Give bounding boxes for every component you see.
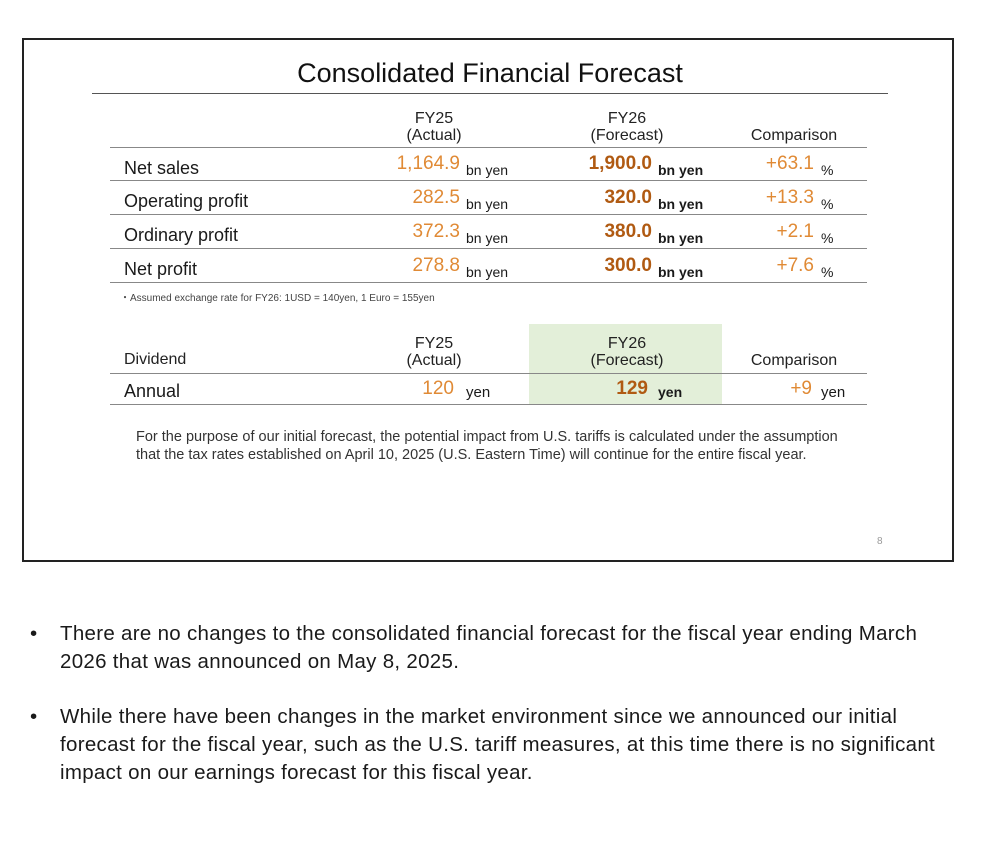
slide: Consolidated Financial Forecast FY25 (Ac… xyxy=(22,38,954,562)
net-profit-fy26-unit: bn yen xyxy=(658,264,704,280)
row-label-operating-profit: Operating profit xyxy=(124,191,249,211)
ordinary-profit-fy26: 380.0 xyxy=(604,221,652,242)
ordinary-profit-fy26-unit: bn yen xyxy=(658,230,704,246)
net-profit-comparison-unit: % xyxy=(821,264,834,280)
net-profit-comparison: +7.6 xyxy=(776,255,814,276)
ordinary-profit-fy25-unit: bn yen xyxy=(466,230,509,246)
table-rule xyxy=(110,180,867,181)
table-rule xyxy=(110,214,867,215)
dividend-header-fy25: FY25 (Actual) xyxy=(406,335,462,369)
annual-comparison-unit: yen xyxy=(821,384,846,401)
annual-fy25-unit: yen xyxy=(466,384,491,401)
list-item: • There are no changes to the consolidat… xyxy=(30,622,918,673)
annual-fy26-unit: yen xyxy=(658,384,683,400)
ordinary-profit-comparison: +2.1 xyxy=(776,221,814,242)
bullet-list: • There are no changes to the consolidat… xyxy=(30,620,960,814)
operating-profit-comparison: +13.3 xyxy=(765,187,814,208)
table-rule xyxy=(110,147,867,148)
row-label-ordinary-profit: Ordinary profit xyxy=(124,225,239,245)
net-sales-fy25: 1,164.9 xyxy=(396,153,460,174)
table-rule xyxy=(110,404,867,405)
ordinary-profit-comparison-unit: % xyxy=(821,230,834,246)
operating-profit-fy25: 282.5 xyxy=(412,187,460,208)
net-sales-comparison-unit: % xyxy=(821,162,834,178)
dividend-header: Dividend xyxy=(124,351,187,368)
bullet-icon: • xyxy=(30,622,38,645)
net-profit-fy25-unit: bn yen xyxy=(466,264,509,280)
operating-profit-comparison-unit: % xyxy=(821,196,834,212)
dividend-header-fy26: FY26 (Forecast) xyxy=(590,335,664,369)
tariff-note-paragraph: For the purpose of our initial forecast,… xyxy=(136,429,838,463)
dividend-header-comparison: Comparison xyxy=(750,352,838,369)
bullet-icon: • xyxy=(30,705,38,728)
header-comparison: Comparison xyxy=(750,127,838,144)
operating-profit-fy26-unit: bn yen xyxy=(658,196,704,212)
net-profit-fy26: 300.0 xyxy=(604,255,652,276)
slide-title: Consolidated Financial Forecast xyxy=(297,58,683,88)
header-fy26: FY26 (Forecast) xyxy=(590,110,664,144)
net-sales-fy26-unit: bn yen xyxy=(658,162,704,178)
annual-fy26: 129 xyxy=(616,378,648,399)
annual-fy25: 120 xyxy=(422,378,454,399)
table-rule xyxy=(110,373,867,374)
forecast-highlight xyxy=(529,324,722,404)
operating-profit-fy25-unit: bn yen xyxy=(466,196,509,212)
operating-profit-fy26: 320.0 xyxy=(604,187,652,208)
title-divider xyxy=(92,93,888,94)
header-fy25: FY25 (Actual) xyxy=(406,110,462,144)
row-label-net-profit: Net profit xyxy=(124,259,198,279)
table-rule xyxy=(110,248,867,249)
net-profit-fy25: 278.8 xyxy=(412,255,460,276)
annual-comparison: +9 xyxy=(790,378,812,399)
table-rule xyxy=(110,282,867,283)
net-sales-fy25-unit: bn yen xyxy=(466,162,509,178)
row-label-net-sales: Net sales xyxy=(124,158,200,178)
list-item: • While there have been changes in the m… xyxy=(30,705,936,784)
net-sales-comparison: +63.1 xyxy=(765,153,814,174)
ordinary-profit-fy25: 372.3 xyxy=(412,221,460,242)
net-sales-fy26: 1,900.0 xyxy=(588,153,652,174)
row-label-annual: Annual xyxy=(124,381,181,401)
page-number: 8 xyxy=(877,536,883,547)
exchange-rate-note: ・Assumed exchange rate for FY26: 1USD = … xyxy=(120,293,435,304)
